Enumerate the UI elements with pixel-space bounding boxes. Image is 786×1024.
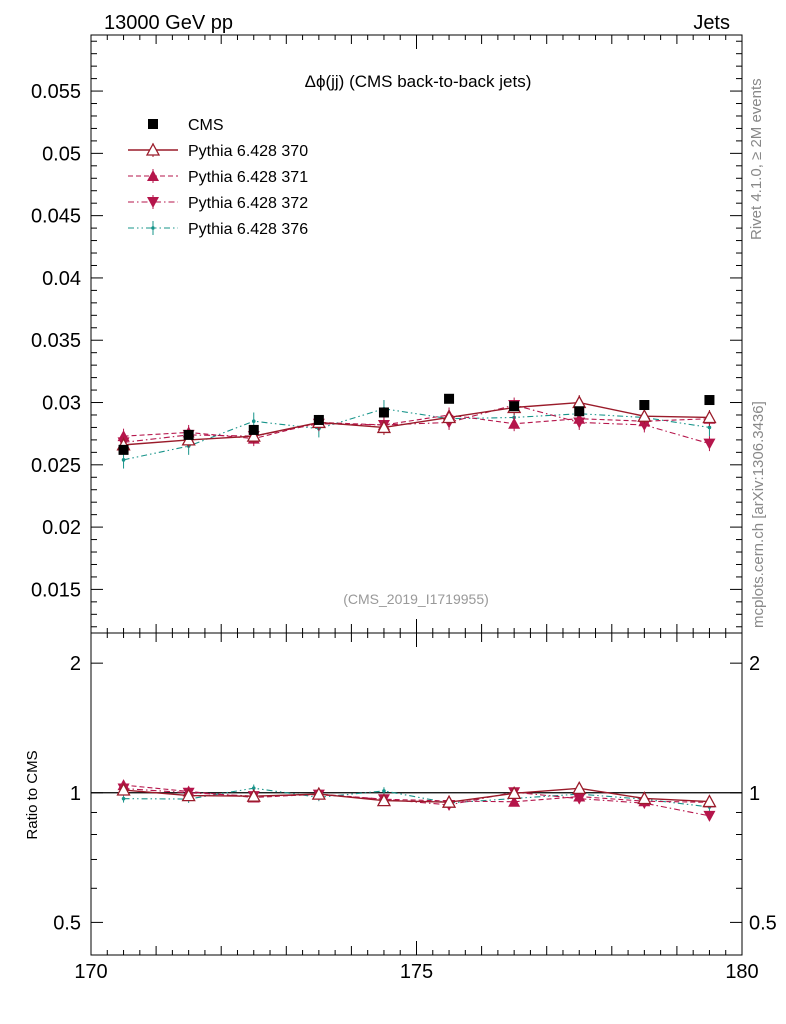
y-tick-label: 0.025 [31, 455, 81, 477]
legend-label: Pythia 6.428 371 [188, 169, 308, 186]
cms-data-point [639, 400, 650, 411]
data-point [117, 430, 130, 442]
series-line [123, 401, 710, 446]
y-tick-label: 0.015 [31, 579, 81, 601]
ratio-point [637, 791, 652, 805]
series-pythia-6-428-372 [117, 397, 716, 452]
y-tick-label: 0.02 [42, 517, 81, 539]
ratio-point [121, 796, 126, 801]
legend-label: Pythia 6.428 372 [188, 195, 308, 212]
series-cms [118, 393, 715, 455]
series-line [123, 408, 710, 461]
cms-data-point [704, 395, 715, 406]
cms-data-point [509, 401, 520, 412]
cms-data-point [313, 414, 324, 425]
ratio-y-tick-label-right: 0.5 [749, 912, 777, 934]
ratio-point [246, 788, 261, 802]
legend-label: Pythia 6.428 376 [188, 221, 308, 238]
ratio-point [703, 810, 716, 822]
rivet-version-label: Rivet 4.1.0, ≥ 2M events [748, 78, 765, 240]
chart-title: Δϕ(jj) (CMS back-to-back jets) [305, 72, 532, 91]
ratio-line [123, 787, 710, 808]
analysis-reference: (CMS_2019_I1719955) [343, 591, 489, 607]
ratio-point [116, 782, 131, 796]
x-tick-label: 180 [725, 961, 758, 983]
ratio-point [311, 786, 326, 800]
ratio-point [441, 794, 457, 808]
y-tick-label: 0.035 [31, 330, 81, 352]
mcplots-label: mcplots.cern.ch [arXiv:1306.3436] [750, 401, 767, 628]
y-tick-label: 0.05 [42, 143, 81, 165]
data-point [707, 425, 712, 430]
ratio-point [702, 794, 717, 808]
x-tick-label: 175 [400, 961, 433, 983]
ratio-y-tick-label: 2 [70, 653, 81, 675]
data-point [376, 420, 392, 434]
ratio-y-tick-label-right: 2 [749, 653, 760, 675]
y-tick-label: 0.03 [42, 393, 81, 415]
data-point [246, 428, 261, 442]
cms-data-point [378, 407, 389, 418]
cms-data-point [444, 393, 455, 404]
ratio-axes: 0.5 0.5 1 1 2 2 170 175 180 [53, 633, 777, 983]
x-tick-label: 170 [74, 961, 107, 983]
ratio-point [507, 785, 522, 799]
series-pythia-6-428-376 [121, 400, 712, 469]
legend-marker [147, 170, 159, 181]
ratio-point [251, 786, 256, 790]
data-point [703, 438, 716, 450]
header-left: 13000 GeV pp [104, 12, 233, 34]
ratio-point [382, 789, 386, 793]
cms-data-point [248, 424, 259, 435]
legend-marker [147, 197, 159, 208]
data-point [251, 419, 256, 424]
ratio-point [572, 780, 587, 794]
y-tick-label: 0.04 [42, 268, 81, 290]
header-right: Jets [693, 12, 730, 34]
legend-label: Pythia 6.428 370 [188, 143, 308, 160]
legend: CMS Pythia 6.428 370 Pythia 6.428 371 Pythi… [128, 117, 308, 238]
ratio-point [376, 793, 392, 807]
data-point [572, 395, 587, 409]
ratio-series-pythia-6-428-370 [116, 780, 717, 808]
main-data-marks [116, 393, 717, 469]
data-point [508, 417, 521, 429]
data-point [702, 410, 717, 424]
data-point [121, 458, 126, 462]
ratio-point [181, 788, 196, 802]
data-point [637, 408, 652, 422]
data-point [441, 410, 457, 424]
ratio-y-tick-label-right: 1 [749, 783, 760, 805]
ratio-y-tick-label: 1 [70, 783, 81, 805]
ratio-series-pythia-6-428-372 [117, 783, 716, 822]
main-axes: 0.015 0.02 0.025 0.03 0.035 0.04 0.045 0.05 0.05… [31, 35, 743, 633]
cms-data-point [183, 429, 194, 440]
cms-data-point [574, 406, 585, 417]
ratio-y-axis-label: Ratio to CMS [24, 750, 41, 839]
ratio-y-tick-label: 0.5 [53, 912, 81, 934]
legend-marker [148, 119, 158, 129]
data-point [573, 412, 586, 424]
ratio-point [508, 795, 521, 807]
series-line [123, 414, 710, 440]
legend-marker [145, 142, 161, 156]
cms-data-point [118, 444, 129, 455]
ratio-line [123, 784, 710, 803]
ratio-data-marks [116, 779, 717, 822]
ratio-point [573, 790, 586, 802]
legend-marker [151, 226, 155, 230]
y-tick-label: 0.055 [31, 81, 81, 103]
ratio-line [123, 787, 710, 803]
legend-label: CMS [188, 117, 224, 134]
y-tick-label: 0.045 [31, 206, 81, 228]
ratio-series-pythia-6-428-376 [121, 784, 712, 812]
